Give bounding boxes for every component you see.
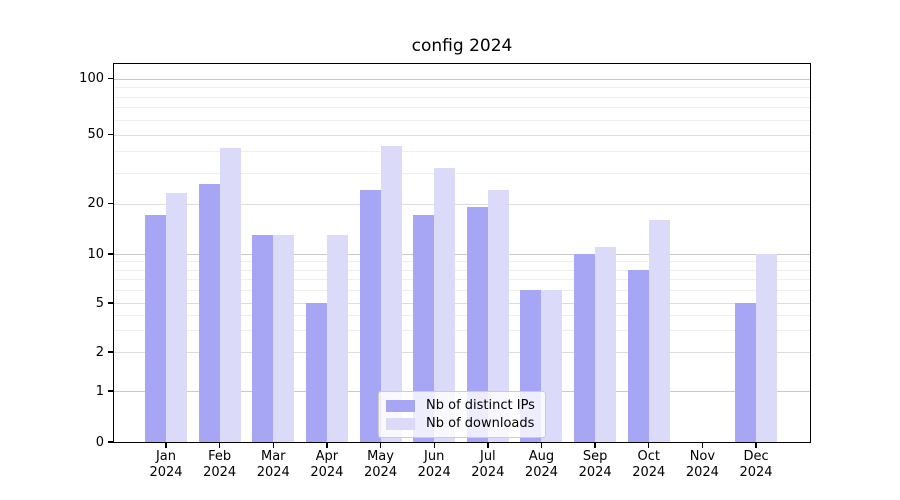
legend-item-distinct-ips: Nb of distinct IPs [386,397,537,413]
bar-downloads [756,254,778,442]
gridline-minor [113,96,811,98]
x-axis-tick-label: Jan 2024 [149,449,183,480]
y-axis-tick-label: 5 [95,295,104,311]
x-axis-tick-label: Jun 2024 [417,449,451,480]
x-axis-tick [433,443,435,448]
x-axis-tick-label: Jul 2024 [471,449,505,480]
x-axis-tick [594,443,596,448]
x-axis-tick [379,443,382,448]
bar-distinct-ips [145,215,166,442]
x-axis-tick-label: Apr 2024 [310,449,344,480]
gridline-major [113,78,811,80]
y-axis-tick-label: 2 [95,344,104,360]
bar-distinct-ips [466,207,488,442]
bar-downloads [273,234,295,442]
gridline-minor [113,119,811,121]
x-axis-tick [326,443,328,448]
x-axis-tick [165,443,167,448]
gridline-major [113,203,811,205]
y-axis-tick [108,202,113,205]
x-axis-tick-label: Sep 2024 [578,449,612,480]
bar-downloads [541,290,563,442]
gridline-minor [113,290,811,292]
gridline-minor [113,151,811,153]
bar-distinct-ips [305,303,327,442]
y-axis-tick-label: 100 [79,71,104,86]
y-axis-tick [108,253,113,255]
y-axis-tick-label: 10 [87,246,104,262]
y-axis-tick [108,302,113,304]
x-axis-tick-label: May 2024 [364,449,398,480]
legend-label-distinct-ips: Nb of distinct IPs [426,397,535,413]
gridline-minor [113,172,811,174]
y-axis-tick-label: 20 [87,196,104,211]
y-axis-tick-label: 1 [95,383,104,399]
bar-downloads [487,189,509,442]
x-axis-tick [540,443,543,448]
gridline-minor [113,330,811,332]
y-axis-tick [108,77,113,80]
gridline-minor [113,261,811,263]
bar-distinct-ips [198,183,220,442]
legend-swatch-downloads [386,417,415,430]
y-axis-tick-label: 0 [95,434,104,450]
y-axis-tick [108,390,113,392]
gridline-major [113,254,811,255]
bar-distinct-ips [735,303,757,442]
x-axis-tick-label: Oct 2024 [632,449,666,480]
gridline-minor [113,279,811,281]
legend-item-downloads: Nb of downloads [386,415,537,431]
x-axis-tick [755,443,757,448]
bar-downloads [219,147,241,442]
gridline-minor [113,269,811,271]
bar-downloads [380,145,402,442]
bar-distinct-ips [252,234,274,442]
x-axis-tick [218,443,221,448]
bar-distinct-ips [359,189,381,442]
legend: Nb of distinct IPs Nb of downloads [378,391,546,438]
legend-swatch-distinct-ips [386,399,415,412]
gridline-minor [113,87,811,88]
bar-distinct-ips [627,269,649,442]
bar-distinct-ips [413,215,435,442]
y-axis-tick [108,133,113,136]
x-axis-tick [648,443,650,448]
gridline-major [113,352,811,353]
x-axis-tick [272,443,274,448]
y-axis-tick [108,351,113,353]
x-axis-tick-label: Aug 2024 [524,449,559,480]
x-axis-tick [701,443,704,448]
bar-downloads [648,219,670,442]
legend-label-downloads: Nb of downloads [426,415,535,431]
y-axis-tick [108,441,113,443]
gridline-major [113,134,811,136]
x-axis-tick-label: Mar 2024 [256,449,290,480]
x-axis-tick-label: Dec 2024 [739,449,773,480]
bar-distinct-ips [574,254,596,442]
bar-downloads [595,247,617,442]
x-axis-tick-label: Nov 2024 [685,449,719,480]
chart-title: config 2024 [411,36,513,56]
gridline-minor [113,314,811,316]
gridline-minor [113,107,811,109]
bar-downloads [434,168,456,442]
bar-downloads [326,234,348,442]
gridline-major [113,303,811,304]
bar-downloads [166,192,187,442]
y-axis-tick-label: 50 [87,127,104,142]
x-axis-tick-label: Feb 2024 [203,449,237,480]
x-axis-tick [487,443,489,448]
